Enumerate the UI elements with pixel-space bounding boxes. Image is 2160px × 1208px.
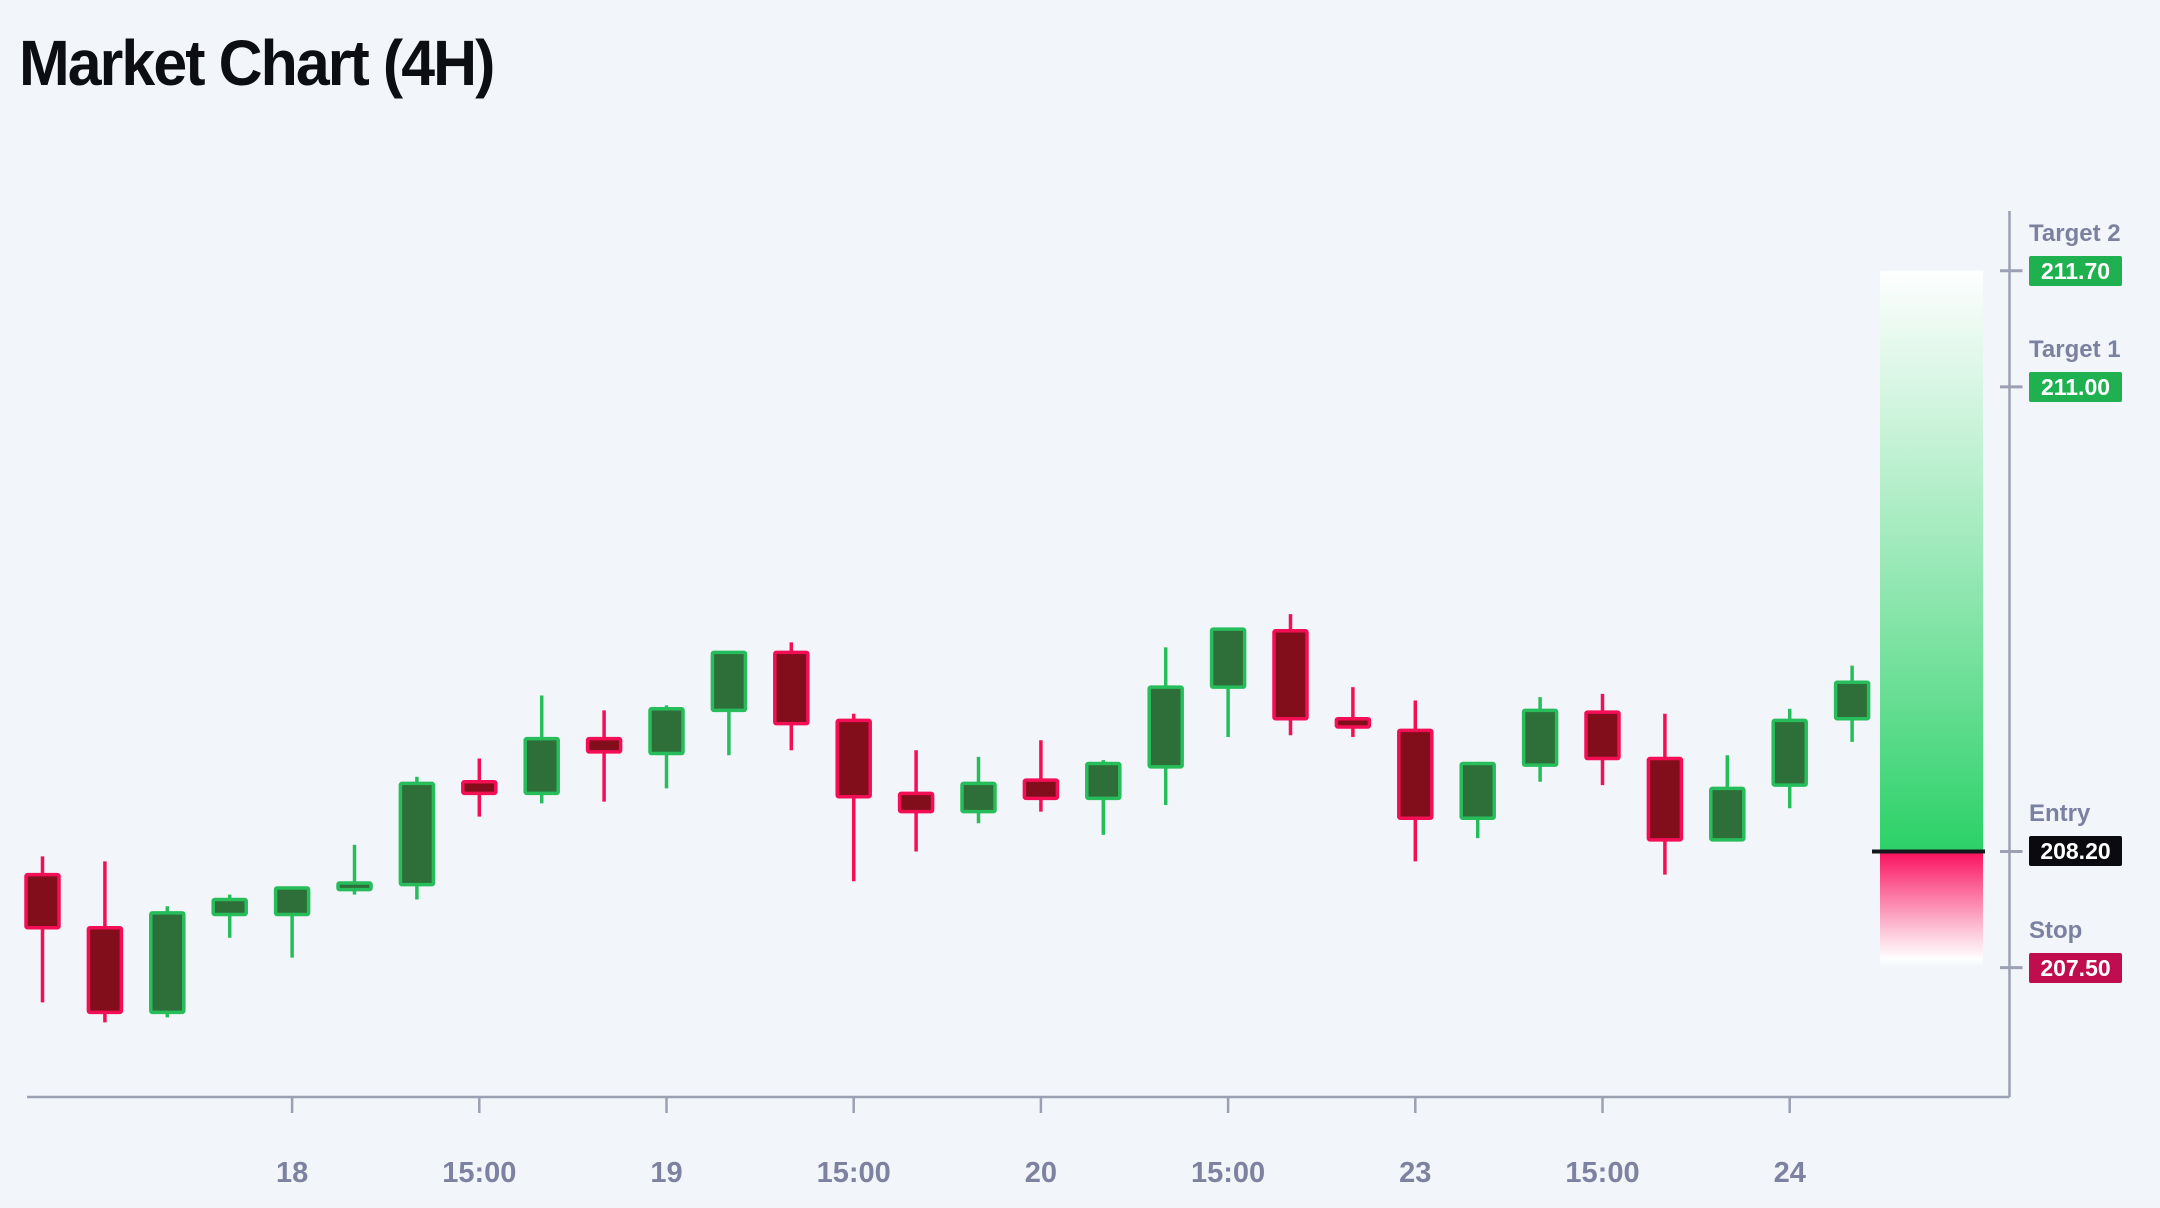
- price-level-target1: Target 1 211.00: [2029, 336, 2160, 402]
- candle-3-bull: [149, 906, 186, 1018]
- price-level-label-entry: Entry: [2029, 800, 2091, 828]
- page-title: Market Chart (4H): [19, 27, 495, 99]
- candle-13-bear: [773, 642, 810, 751]
- candle-1-bear: [24, 856, 61, 1003]
- candle-6-bull: [336, 844, 373, 895]
- candle-18-bull: [1085, 760, 1122, 835]
- candle-14-bear: [835, 713, 872, 882]
- candle-11-bull: [648, 705, 685, 789]
- price-badge-target2: 211.70: [2029, 255, 2122, 286]
- x-axis-label: 19: [650, 1157, 682, 1189]
- candle-5-bull: [273, 886, 311, 958]
- x-axis-label: 20: [1025, 1157, 1057, 1189]
- price-badge-stop: 207.50: [2029, 952, 2122, 983]
- price-badge-target1: 211.00: [2029, 371, 2122, 402]
- candle-29-bull: [1771, 708, 1808, 809]
- candle-25-bull: [1521, 697, 1559, 782]
- candle-12-bull: [710, 650, 748, 756]
- candle-27-bear: [1646, 713, 1684, 875]
- candle-2-bear: [86, 861, 124, 1023]
- candle-17-bear: [1022, 740, 1060, 812]
- price-level-target2: Target 2 211.70: [2029, 220, 2160, 286]
- profit-zone: [1880, 270, 1983, 852]
- x-axis-label: 24: [1774, 1157, 1806, 1189]
- candle-4-bull: [211, 894, 248, 938]
- candle-19-bull: [1147, 647, 1184, 805]
- candle-20-bull: [1209, 627, 1247, 737]
- x-axis-label: 18: [276, 1157, 308, 1189]
- candle-9-bull: [523, 695, 560, 804]
- price-badge-entry: 208.20: [2029, 836, 2122, 867]
- candle-16-bull: [960, 756, 997, 824]
- candle-21-bear: [1272, 614, 1309, 736]
- candle-30-bull: [1833, 665, 1871, 742]
- price-level-label-stop: Stop: [2029, 916, 2083, 944]
- price-level-label-target1: Target 1: [2029, 335, 2121, 363]
- candle-10-bear: [585, 710, 623, 802]
- candle-15-bear: [897, 750, 935, 852]
- price-level-entry: Entry 208.20: [2029, 800, 2160, 867]
- candle-28-bull: [1709, 755, 1746, 842]
- candle-23-bear: [1397, 700, 1434, 862]
- x-axis-label: 23: [1399, 1157, 1431, 1189]
- candle-26-bear: [1584, 693, 1621, 786]
- loss-zone: [1880, 851, 1983, 968]
- x-axis-label: 15:00: [1565, 1157, 1639, 1189]
- candle-7-bull: [398, 776, 436, 900]
- x-axis-label: 15:00: [817, 1157, 891, 1189]
- price-level-label-target2: Target 2: [2029, 219, 2121, 247]
- x-axis-label: 15:00: [442, 1157, 516, 1189]
- candle-22-bear: [1334, 687, 1372, 737]
- price-level-stop: Stop 207.50: [2029, 917, 2160, 983]
- candle-8-bear: [461, 758, 498, 817]
- candle-24-bull: [1459, 761, 1496, 839]
- x-axis-label: 15:00: [1191, 1157, 1265, 1189]
